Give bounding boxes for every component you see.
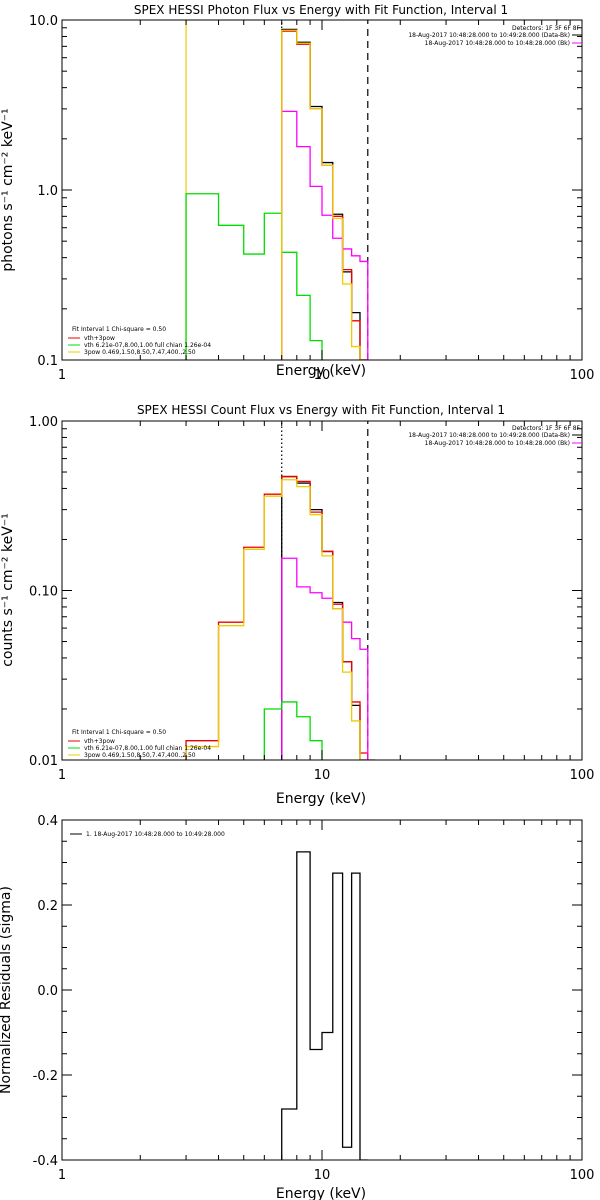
photon-x-tick-label: 1 bbox=[58, 368, 66, 383]
count-data-interval-label: 18-Aug-2017 10:48:28.000 to 10:49:28.000… bbox=[408, 432, 570, 439]
residuals-x-tick-label: 1 bbox=[58, 1168, 66, 1183]
photon-y-tick-label: 0.1 bbox=[37, 354, 58, 369]
photon-x-tick-label: 10 bbox=[314, 368, 331, 383]
photon-series-1 bbox=[281, 30, 368, 360]
residuals-plot-area: 1 10 100 -0.4 -0.2 0.0 0.2 0.4 bbox=[33, 814, 595, 1183]
photon-series-2 bbox=[281, 110, 369, 360]
residuals-plot-frame bbox=[61, 819, 583, 1161]
photon-y-tick-label: 10.0 bbox=[29, 14, 58, 29]
residuals-x-tick-label: 10 bbox=[314, 1168, 331, 1183]
photon-y-tick-label: 1.0 bbox=[37, 184, 58, 199]
photon-fit-interval-label: Fit Interval 1 Chi-square = 0.50 bbox=[72, 326, 166, 333]
residuals-panel: Energy (keV) Normalized Residuals (sigma… bbox=[0, 814, 594, 1200]
photon-x-axis-label: Energy (keV) bbox=[276, 363, 366, 379]
photon-plot-area: 1 10 100 0.1 1.0 10.0 bbox=[29, 14, 594, 383]
count-vth-label: vth 6.21e-07,8.00,1.00 full chian 1.26e-… bbox=[84, 745, 211, 752]
count-detectors-label: Detectors: 1F 3F 6F 8F bbox=[512, 425, 581, 432]
residuals-y-tick-label: 0.4 bbox=[37, 814, 58, 829]
count-3pow-label: 3pow 0.469,1.50,8.50,7.47,400.,2.50 bbox=[84, 752, 196, 759]
photon-detectors-label: Detectors: 1F 3F 6F 8F bbox=[512, 25, 581, 32]
count-y-tick-label: 0.01 bbox=[29, 754, 58, 769]
photon-y-axis-label: photons s⁻¹ cm⁻² keV⁻¹ bbox=[0, 108, 16, 271]
residuals-series-0 bbox=[281, 851, 368, 1160]
count-x-tick-label: 1 bbox=[58, 768, 66, 783]
photon-vth-label: vth 6.21e-07,8.00,1.00 full chian 1.26e-… bbox=[84, 342, 211, 349]
count-y-tick-label: 1.00 bbox=[29, 415, 58, 430]
photon-bk-interval-label: 18-Aug-2017 10:48:28.000 to 10:48:28.000… bbox=[425, 40, 570, 47]
count-fit-total-label: vth+3pow bbox=[84, 738, 115, 745]
count-y-tick-label: 0.10 bbox=[29, 585, 58, 600]
photon-series-0 bbox=[281, 28, 368, 360]
residuals-x-axis-label: Energy (keV) bbox=[276, 1186, 366, 1200]
count-series-1 bbox=[185, 475, 376, 760]
photon-chart-title: SPEX HESSI Photon Flux vs Energy with Fi… bbox=[134, 3, 508, 17]
count-series-group bbox=[185, 421, 376, 760]
count-fit-interval-label: Fit Interval 1 Chi-square = 0.50 bbox=[72, 729, 166, 736]
count-plot-frame bbox=[61, 420, 583, 761]
photon-x-tick-label: 100 bbox=[570, 368, 595, 383]
count-bk-interval-label: 18-Aug-2017 10:48:28.000 to 10:48:28.000… bbox=[425, 440, 570, 447]
count-x-axis-label: Energy (keV) bbox=[276, 791, 366, 807]
count-flux-panel: SPEX HESSI Count Flux vs Energy with Fit… bbox=[0, 403, 594, 807]
count-series-3 bbox=[263, 701, 323, 760]
photon-flux-panel: SPEX HESSI Photon Flux vs Energy with Fi… bbox=[0, 3, 594, 383]
photon-series-group bbox=[185, 20, 369, 360]
count-y-axis-label: counts s⁻¹ cm⁻² keV⁻¹ bbox=[0, 513, 16, 667]
photon-series-4 bbox=[281, 29, 368, 360]
residuals-series-group bbox=[281, 851, 368, 1160]
residuals-y-tick-label: 0.0 bbox=[37, 984, 58, 999]
count-plot-area: 1 10 100 0.01 0.10 1.00 bbox=[29, 415, 594, 783]
count-x-tick-label: 10 bbox=[314, 768, 331, 783]
photon-series-3 bbox=[185, 193, 323, 360]
residuals-x-tick-label: 100 bbox=[570, 1168, 595, 1183]
count-series-4 bbox=[185, 479, 368, 760]
residuals-y-axis-label: Normalized Residuals (sigma) bbox=[0, 886, 14, 1094]
residuals-y-tick-label: 0.2 bbox=[37, 899, 58, 914]
photon-data-interval-label: 18-Aug-2017 10:48:28.000 to 10:49:28.000… bbox=[408, 32, 570, 39]
residuals-legend-label: 1. 18-Aug-2017 10:48:28.000 to 10:49:28.… bbox=[86, 831, 225, 838]
residuals-y-tick-label: -0.4 bbox=[33, 1154, 58, 1169]
photon-fit-total-label: vth+3pow bbox=[84, 335, 115, 342]
photon-3pow-label: 3pow 0.469,1.50,8.50,7.47,400.,2.50 bbox=[84, 349, 196, 356]
count-chart-title: SPEX HESSI Count Flux vs Energy with Fit… bbox=[137, 403, 505, 417]
count-series-2 bbox=[281, 557, 369, 760]
count-x-tick-label: 100 bbox=[570, 768, 595, 783]
residuals-y-tick-label: -0.2 bbox=[33, 1069, 58, 1084]
count-series-0 bbox=[281, 475, 368, 760]
